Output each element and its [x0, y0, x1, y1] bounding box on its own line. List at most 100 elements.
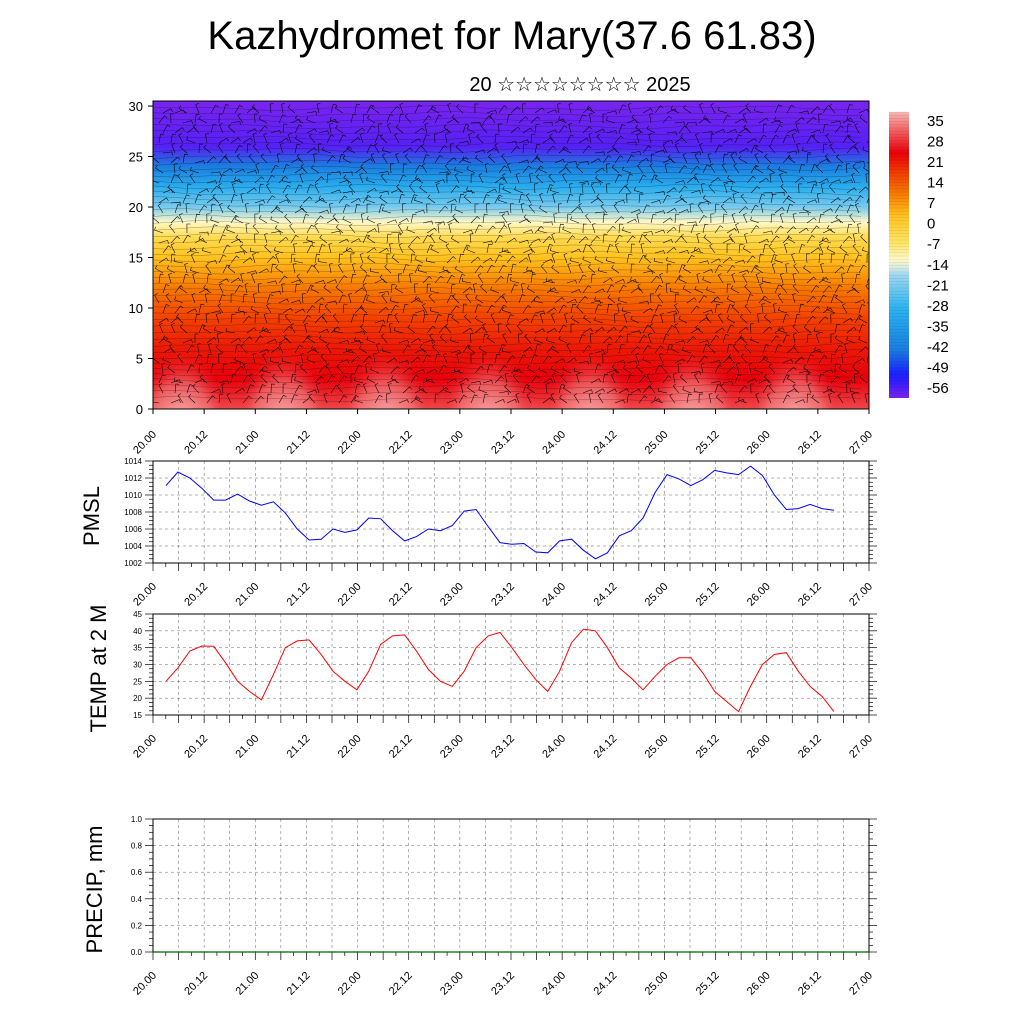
wind-barb: [453, 367, 464, 374]
wind-barb: [325, 363, 332, 374]
wind-barb: [611, 373, 616, 384]
wind-barb: [657, 293, 664, 304]
wind-barb: [242, 257, 253, 264]
wind-barb: [777, 293, 784, 304]
x-tick-label: 26.00: [745, 581, 773, 609]
chart-subtitle: 20 ☆☆☆☆☆☆☆☆ 2025: [469, 74, 691, 96]
wind-barb: [469, 233, 474, 244]
wind-barb: [858, 304, 866, 314]
wind-barb: [828, 103, 836, 114]
wind-barb: [735, 223, 740, 234]
wind-barb: [222, 104, 230, 114]
wind-barb: [206, 337, 217, 344]
contour-line: [153, 287, 862, 293]
precip-plot: 0.00.20.40.60.81.020.00 20.12 21.00 21.12 22…: [82, 815, 877, 998]
x-tick-label: 20.12: [182, 429, 210, 457]
wind-barb: [494, 221, 505, 226]
wind-barb: [560, 373, 568, 384]
wind-barb: [475, 295, 484, 304]
wind-barb: [740, 353, 748, 364]
wind-barb: [625, 183, 632, 194]
wind-barb: [478, 173, 484, 184]
wind-barb: [170, 243, 176, 254]
wind-barb: [812, 134, 820, 144]
contour-line: [153, 335, 862, 341]
wind-barb: [294, 376, 304, 384]
wind-barb: [350, 238, 361, 244]
wind-barb: [249, 247, 260, 254]
wind-barb: [642, 307, 653, 314]
wind-barb: [480, 123, 488, 134]
wind-barb: [266, 338, 277, 344]
wind-barb: [335, 124, 344, 134]
wind-barb: [338, 253, 343, 264]
wind-barb: [846, 264, 854, 274]
y-tick-label: 10: [129, 301, 143, 316]
wind-barb: [710, 335, 720, 344]
wind-barb: [838, 365, 848, 374]
wind-barb: [586, 105, 596, 114]
wind-barb: [262, 326, 272, 334]
wind-barb: [346, 145, 356, 154]
wind-barb: [362, 313, 368, 324]
wind-barb: [682, 265, 692, 274]
wind-barb: [798, 110, 809, 115]
wind-barb: [674, 303, 680, 314]
wind-barb: [806, 253, 810, 264]
wind-barb: [798, 303, 805, 314]
wind-barb: [309, 133, 316, 144]
wind-barb: [786, 375, 796, 384]
wind-barb: [722, 380, 733, 385]
wind-barb: [335, 105, 344, 114]
wind-barb: [670, 105, 680, 114]
wind-barb: [234, 343, 241, 354]
wind-barb: [782, 134, 790, 144]
wind-barb: [205, 263, 212, 274]
wind-barb: [474, 265, 484, 274]
wind-barb: [338, 375, 348, 384]
contour-line: [153, 147, 862, 153]
wind-barb: [537, 227, 548, 234]
wind-barb: [583, 314, 592, 324]
wind-barb: [506, 255, 516, 264]
wind-barb: [186, 127, 197, 134]
wind-barb: [734, 336, 745, 344]
wind-barb: [545, 383, 550, 394]
wind-barb: [524, 333, 532, 344]
wind-barb: [760, 203, 765, 214]
wind-barb: [362, 383, 368, 394]
wind-barb: [194, 160, 205, 164]
wind-barb: [414, 164, 423, 174]
x-tick-label: 21.00: [233, 733, 261, 761]
wind-barb: [338, 195, 348, 204]
wind-barb: [606, 244, 614, 254]
wind-barb: [549, 287, 560, 294]
wind-barb: [438, 269, 449, 274]
wind-barb: [170, 253, 176, 264]
wind-barb: [726, 227, 737, 234]
wind-barb: [434, 275, 444, 284]
wind-barb: [858, 346, 869, 354]
wind-barb: [295, 115, 304, 124]
wind-barb: [542, 279, 553, 284]
wind-barb: [246, 327, 257, 334]
wind-barb: [162, 284, 170, 294]
wind-barb: [798, 211, 809, 216]
wind-barb: [695, 324, 704, 334]
wind-barb: [720, 203, 728, 214]
wind-barb: [381, 347, 392, 354]
wind-barb: [410, 138, 421, 144]
wind-barb: [202, 325, 212, 334]
wind-barb: [654, 250, 665, 254]
wind-barb: [750, 204, 759, 214]
wind-barb: [581, 183, 586, 194]
wind-barb: [287, 133, 292, 144]
wind-barb: [534, 165, 544, 174]
wind-barb: [770, 119, 781, 124]
wind-barb: [336, 363, 344, 374]
contour-line: [153, 372, 862, 378]
wind-barb: [546, 109, 557, 114]
wind-barb: [414, 283, 419, 294]
wind-barb: [710, 133, 715, 144]
wind-barb: [606, 388, 617, 394]
